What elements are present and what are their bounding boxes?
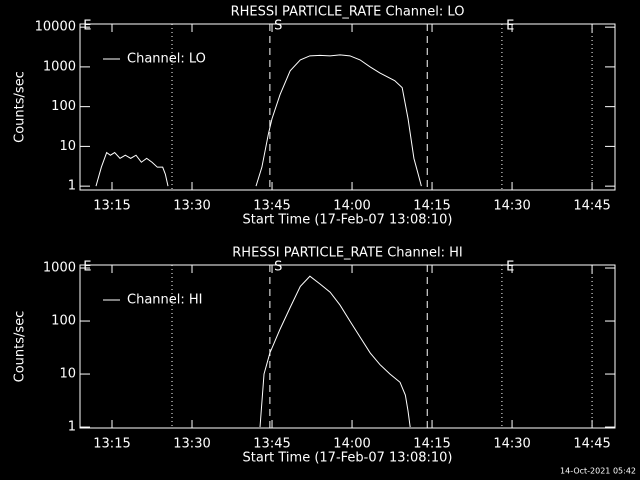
y-tick-label: 10: [59, 367, 76, 382]
x-axis-label: Start Time (17-Feb-07 13:08:10): [243, 213, 453, 228]
annotation: S: [274, 260, 282, 275]
y-tick-label: 10000: [35, 20, 76, 35]
annotation: E: [83, 19, 91, 34]
y-tick-label: 1: [68, 420, 76, 435]
annotation: S: [274, 19, 282, 34]
footer: 14-Oct-2021 05:42: [560, 467, 636, 476]
x-tick-label: 14:00: [333, 437, 370, 452]
x-tick-label: 14:30: [493, 437, 530, 452]
x-tick-label: 14:30: [493, 199, 530, 214]
x-tick-label: 14:15: [413, 199, 450, 214]
plot-frame: [79, 23, 616, 191]
y-tick-label: 10: [59, 139, 76, 154]
y-axis-label: Counts/sec: [13, 71, 28, 143]
x-tick-label: 14:45: [573, 437, 610, 452]
y-tick-label: 1000: [43, 261, 76, 276]
annotation: E: [506, 260, 514, 275]
data-line: [259, 275, 411, 428]
x-axis-label: Start Time (17-Feb-07 13:08:10): [243, 451, 453, 466]
y-axis-label: Counts/sec: [13, 311, 28, 383]
y-tick-label: 1: [68, 179, 76, 194]
chart-title: RHESSI PARTICLE_RATE Channel: LO: [231, 5, 465, 20]
y-tick-label: 100: [51, 99, 76, 114]
y-tick-label: 1000: [43, 59, 76, 74]
annotation: E: [506, 19, 514, 34]
data-line: [95, 54, 422, 187]
x-tick-label: 14:45: [573, 199, 610, 214]
y-tick-label: 100: [51, 314, 76, 329]
x-tick-label: 13:30: [173, 199, 210, 214]
annotation: E: [83, 260, 91, 275]
legend-label: Channel: HI: [127, 293, 203, 308]
legend-label: Channel: LO: [127, 52, 206, 67]
x-tick-label: 14:15: [413, 437, 450, 452]
x-tick-label: 13:45: [253, 437, 290, 452]
x-tick-label: 13:45: [253, 199, 290, 214]
plot-frame: [79, 264, 616, 429]
x-tick-label: 13:15: [93, 437, 130, 452]
x-tick-label: 13:30: [173, 437, 210, 452]
chart-title: RHESSI PARTICLE_RATE Channel: HI: [232, 246, 462, 261]
x-tick-label: 13:15: [93, 199, 130, 214]
x-tick-label: 14:00: [333, 199, 370, 214]
